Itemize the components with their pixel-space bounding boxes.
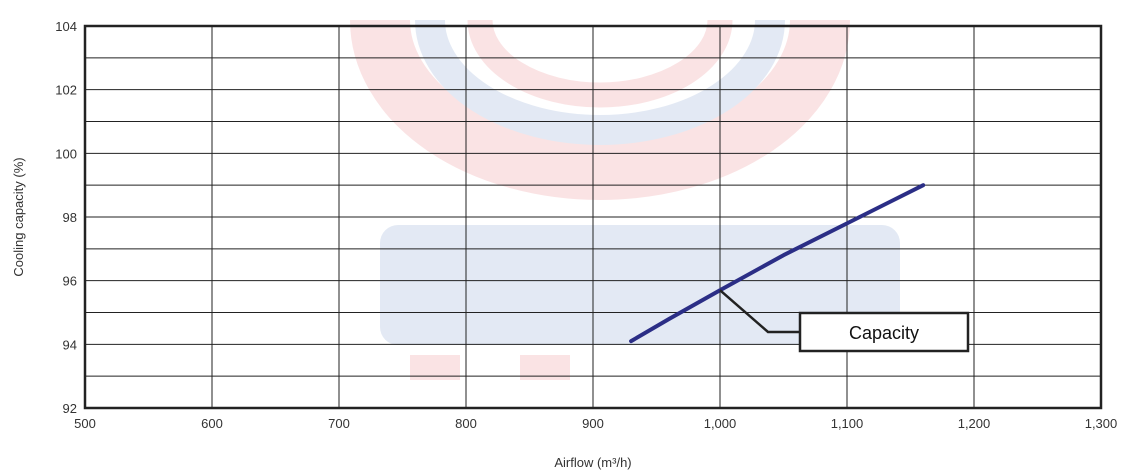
x-tick-label: 900 — [582, 416, 604, 431]
x-tick-labels: 500 600 700 800 900 1,000 1,100 1,200 1,300 — [74, 416, 1117, 431]
x-tick-label: 500 — [74, 416, 96, 431]
y-tick-label: 100 — [55, 146, 77, 161]
y-tick-label: 96 — [63, 274, 77, 289]
callout-leader-line — [719, 289, 800, 334]
y-tick-labels: 92 94 96 98 100 102 104 — [55, 19, 77, 416]
y-tick-label: 98 — [63, 210, 77, 225]
x-axis-title: Airflow (m³/h) — [554, 455, 631, 470]
series-line-capacity — [629, 183, 926, 344]
x-tick-label: 600 — [201, 416, 223, 431]
x-tick-label: 1,000 — [704, 416, 737, 431]
callout-label: Capacity — [849, 323, 919, 343]
plot-frame — [83, 24, 1103, 410]
x-tick-label: 1,300 — [1085, 416, 1118, 431]
y-tick-label: 92 — [63, 401, 77, 416]
x-tick-label: 1,200 — [958, 416, 991, 431]
y-axis-title: Cooling capacity (%) — [11, 157, 26, 276]
y-tick-label: 102 — [55, 83, 77, 98]
callout-box — [798, 311, 970, 353]
x-tick-label: 1,100 — [831, 416, 864, 431]
y-tick-label: 94 — [63, 337, 77, 352]
x-tick-label: 700 — [328, 416, 350, 431]
y-tick-label: 104 — [55, 19, 77, 34]
x-tick-label: 800 — [455, 416, 477, 431]
